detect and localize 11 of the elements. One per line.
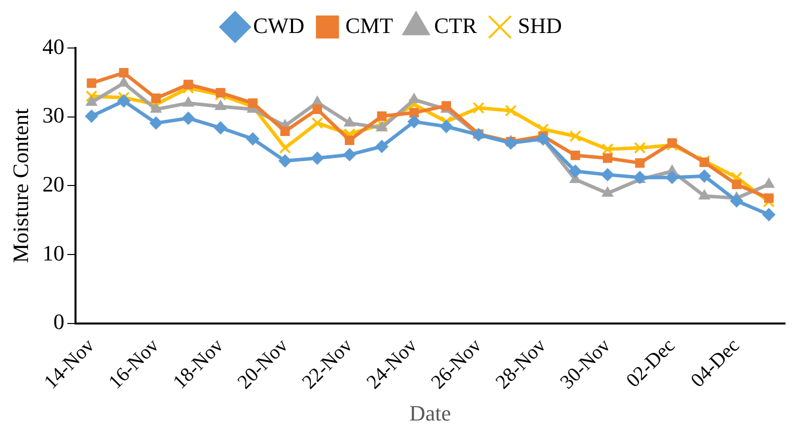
legend-label: CMT [345, 12, 394, 38]
y-tick-label: 20 [42, 171, 64, 196]
y-axis-title: Moisture Content [8, 108, 33, 264]
y-tick-label: 0 [53, 309, 64, 334]
y-tick-label: 30 [42, 102, 64, 128]
y-tick-label: 10 [42, 240, 64, 266]
legend-label: CTR [434, 12, 478, 38]
x-axis-title: Date [409, 400, 451, 426]
legend-label: SHD [518, 12, 562, 38]
y-tick-label: 40 [42, 34, 64, 59]
legend-label: CWD [253, 12, 304, 38]
